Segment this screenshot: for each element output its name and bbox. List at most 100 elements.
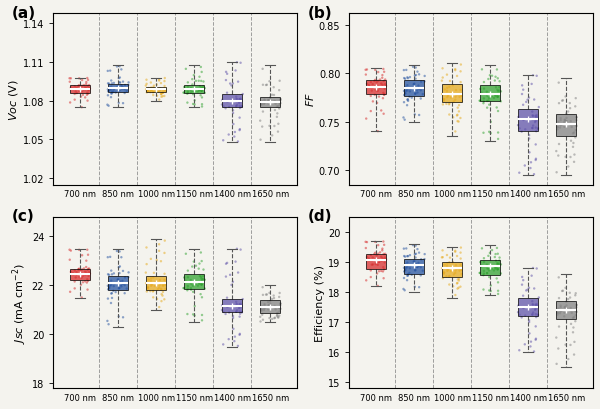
Point (451, 97, 460, 104)
Point (234, 305, 244, 312)
PathPatch shape (481, 85, 500, 102)
Point (120, 274, 130, 281)
Point (556, 304, 565, 311)
Point (155, 86, 165, 92)
Point (562, 302, 571, 309)
Point (455, 115, 465, 122)
Point (531, 311, 541, 318)
Point (259, 101, 269, 108)
Point (226, 272, 235, 279)
Point (403, 273, 412, 279)
Point (77, 294, 86, 301)
Point (514, 170, 524, 177)
Point (106, 267, 116, 274)
Point (148, 92, 158, 99)
Point (554, 306, 563, 312)
Point (257, 308, 266, 315)
Point (494, 258, 504, 264)
Point (493, 136, 503, 143)
Point (410, 252, 419, 258)
Point (274, 305, 284, 311)
Point (531, 303, 541, 310)
Point (183, 84, 193, 91)
Point (442, 92, 452, 98)
Point (379, 79, 388, 85)
Point (556, 123, 565, 129)
Point (82, 90, 92, 97)
Point (160, 250, 169, 256)
Point (270, 99, 280, 105)
Point (146, 87, 156, 93)
Point (380, 256, 389, 263)
Point (116, 67, 126, 74)
Point (439, 97, 448, 103)
Point (237, 99, 247, 105)
Point (491, 251, 500, 258)
Point (115, 249, 124, 255)
Point (380, 92, 389, 98)
Point (221, 311, 230, 317)
Point (83, 83, 92, 90)
Point (410, 284, 419, 290)
Point (161, 88, 170, 94)
Point (532, 128, 541, 135)
Point (83, 266, 93, 272)
Point (158, 292, 167, 299)
Point (479, 99, 488, 106)
Point (200, 285, 209, 292)
Point (523, 115, 533, 122)
Point (232, 246, 242, 252)
Point (223, 99, 232, 106)
Point (493, 261, 503, 268)
Point (197, 102, 207, 108)
Point (258, 317, 268, 323)
Point (439, 98, 449, 105)
Point (190, 102, 199, 108)
Point (521, 288, 531, 294)
Point (228, 315, 238, 321)
Point (109, 87, 119, 94)
Point (527, 81, 536, 88)
Point (160, 277, 169, 283)
Point (274, 312, 284, 319)
Point (409, 259, 418, 265)
Point (181, 251, 191, 257)
Point (561, 154, 571, 161)
Point (374, 86, 383, 92)
Point (455, 94, 464, 101)
Point (256, 314, 265, 320)
Point (232, 301, 241, 308)
Point (181, 278, 190, 284)
Point (232, 96, 241, 103)
Point (402, 277, 412, 284)
Point (257, 102, 266, 109)
Point (532, 265, 541, 272)
Point (571, 135, 580, 141)
Point (454, 278, 464, 284)
Point (415, 284, 424, 291)
Point (533, 312, 543, 319)
Point (451, 267, 460, 274)
Point (492, 67, 502, 74)
Point (197, 317, 207, 324)
Point (413, 69, 422, 76)
Point (373, 262, 383, 268)
Point (562, 119, 572, 125)
Point (83, 252, 93, 258)
Point (520, 127, 530, 133)
Point (275, 97, 285, 103)
Text: (b): (b) (308, 6, 332, 20)
Point (571, 308, 581, 315)
Point (146, 86, 155, 92)
Point (222, 90, 232, 97)
Point (556, 116, 565, 122)
Point (515, 126, 524, 132)
Point (559, 313, 569, 320)
Point (142, 81, 151, 88)
Point (487, 266, 497, 273)
Point (257, 303, 267, 310)
Point (524, 150, 534, 156)
Point (226, 81, 235, 88)
Point (235, 99, 244, 106)
Point (149, 90, 158, 96)
